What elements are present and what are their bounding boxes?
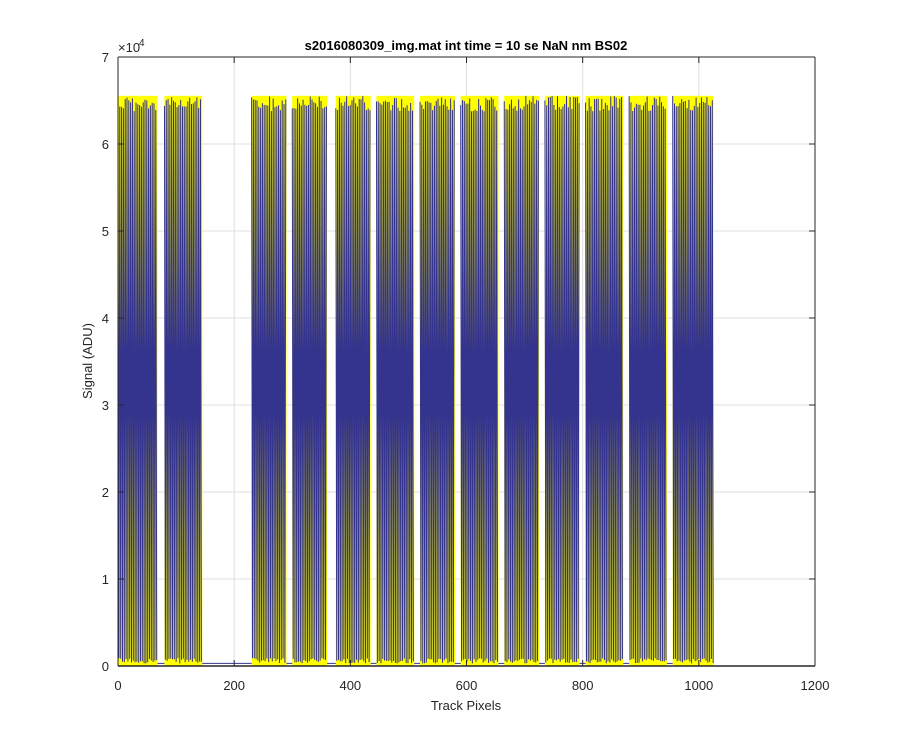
segment-signal-trace [251,96,287,663]
segment-signal-trace [335,96,371,664]
x-tick-label: 400 [339,678,361,693]
segment-signal-trace [375,97,414,664]
x-tick-label: 600 [456,678,478,693]
x-tick-label: 1200 [801,678,830,693]
segment-signal-trace [628,96,667,664]
segment-signal-trace [503,95,539,664]
x-tick-label: 200 [223,678,245,693]
data-series [117,95,714,666]
segment-signal-trace [672,95,714,664]
segment-signal-trace [460,97,499,664]
y-tick-label: 3 [102,398,109,413]
y-tick-label: 6 [102,137,109,152]
y-tick-label: 2 [102,485,109,500]
segment-signal-trace [419,97,455,664]
y-tick-label: 7 [102,50,109,65]
y-tick-label: 0 [102,659,109,674]
x-axis-title: Track Pixels [431,698,502,713]
segment-signal-trace [291,96,327,664]
y-tick-label: 4 [102,311,109,326]
y-exponent-base: ×10 [118,40,140,55]
segment-signal-trace [163,97,202,664]
y-tick-label: 5 [102,224,109,239]
y-axis-title: Signal (ADU) [80,323,95,399]
x-tick-label: 0 [114,678,121,693]
x-tick-label: 1000 [684,678,713,693]
x-tick-label: 800 [572,678,594,693]
chart-title: s2016080309_img.mat int time = 10 se NaN… [305,38,628,53]
y-exponent-power: 4 [139,38,145,49]
y-tick-label: 1 [102,572,109,587]
axes: 0 200 400 600 800 1000 1200 0 1 2 3 4 5 6 7 [102,50,830,693]
segment-signal-trace [544,96,580,664]
y-exponent-label: ×10 4 [118,38,145,55]
segment-signal-trace [117,97,158,664]
segment-signal-trace [585,96,623,664]
